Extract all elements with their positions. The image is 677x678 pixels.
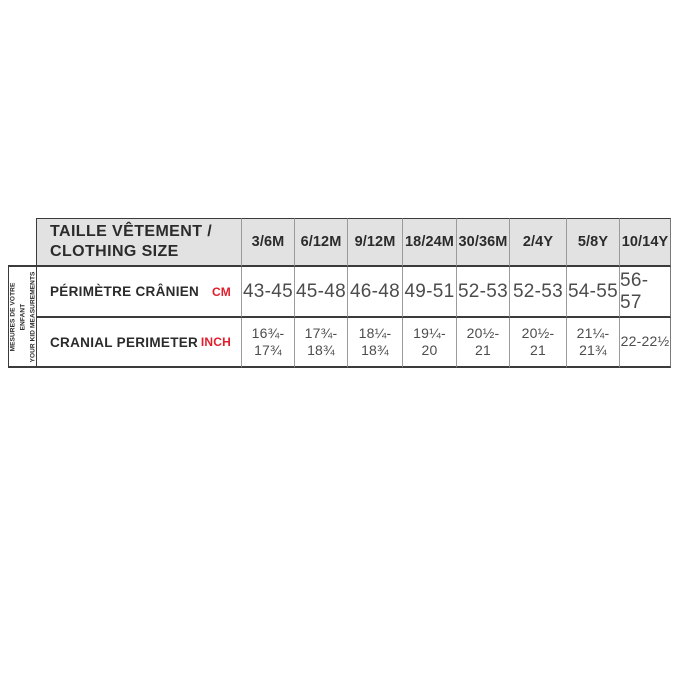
inch-value: 17¾- 18¾ [295,318,348,368]
cm-value: 56-57 [620,267,671,318]
inch-value: 18¼- 18¾ [348,318,403,368]
column-header-9-12m: 9/12M [348,218,403,267]
column-header-10-14y: 10/14Y [620,218,671,267]
row-label-perimetre-cranien: PÉRIMÈTRE CRÂNIEN CM [36,267,242,318]
column-header-2-4y: 2/4Y [510,218,567,267]
column-header-6-12m: 6/12M [295,218,348,267]
inch-value: 21¼- 21¾ [567,318,620,368]
inch-value: 20½- 21 [457,318,510,368]
cm-value: 54-55 [567,267,620,318]
unit-inch: INCH [200,335,231,349]
row-label-text: PÉRIMÈTRE CRÂNIEN [50,284,200,299]
cm-value: 45-48 [295,267,348,318]
cm-value: 43-45 [242,267,295,318]
cm-value: 52-53 [510,267,567,318]
row-label-cranial-perimeter: CRANIAL PERIMETER INCH [36,318,242,368]
size-table: TAILLE VÊTEMENT / CLOTHING SIZE 3/6M 6/1… [36,218,671,368]
cm-value: 49-51 [403,267,457,318]
cm-value: 52-53 [457,267,510,318]
table-title: TAILLE VÊTEMENT / CLOTHING SIZE [36,218,242,267]
column-header-3-6m: 3/6M [242,218,295,267]
inch-value: 16¾- 17¾ [242,318,295,368]
cm-value: 46-48 [348,267,403,318]
column-header-30-36m: 30/36M [457,218,510,267]
unit-cm: CM [211,284,231,299]
side-note-box: MESURES DE VOTRE ENFANT YOUR KID MEASURE… [8,265,36,368]
column-header-5-8y: 5/8Y [567,218,620,267]
inch-value: 22-22½ [620,318,671,368]
column-header-18-24m: 18/24M [403,218,457,267]
inch-value: 20½- 21 [510,318,567,368]
side-note-text: MESURES DE VOTRE ENFANT YOUR KID MEASURE… [8,271,36,362]
row-label-text: CRANIAL PERIMETER [50,334,199,350]
size-chart: MESURES DE VOTRE ENFANT YOUR KID MEASURE… [8,218,671,368]
inch-value: 19¼- 20 [403,318,457,368]
